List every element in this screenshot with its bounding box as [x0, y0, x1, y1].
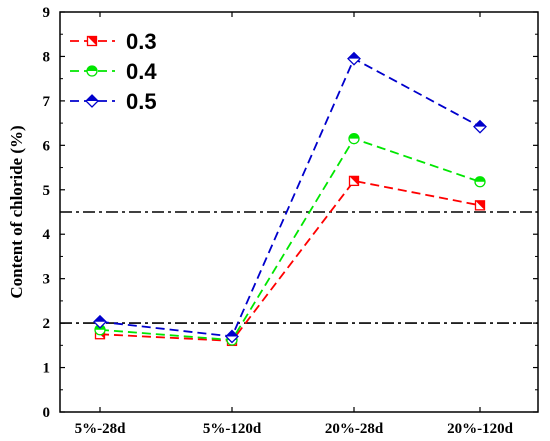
- y-axis-ticks: 0 1 2 3 4 5 6 7 8 9: [43, 5, 538, 421]
- y-tick-label: 1: [43, 361, 51, 377]
- x-tick-label: 20%-28d: [325, 421, 384, 437]
- x-tick-label: 20%-120d: [447, 421, 513, 437]
- data-point: [85, 94, 99, 108]
- data-point: [86, 65, 98, 77]
- data-point: [347, 51, 361, 66]
- y-axis-label: Content of chloride (%): [7, 125, 26, 298]
- legend-label: 0.3: [126, 29, 157, 54]
- series-layer: [93, 51, 487, 347]
- legend-label: 0.5: [126, 89, 157, 114]
- y-tick-label: 2: [43, 316, 51, 332]
- data-point: [474, 200, 486, 211]
- series-line: [99, 179, 481, 342]
- reference-lines: [60, 211, 538, 324]
- y-tick-label: 8: [43, 49, 51, 65]
- data-point: [86, 35, 98, 47]
- legend: 0.3 0.4 0.5: [70, 29, 157, 114]
- x-tick-label: 5%-120d: [203, 421, 262, 437]
- data-point: [93, 314, 107, 329]
- y-tick-label: 7: [43, 94, 51, 110]
- x-axis-ticks: 5%-28d 5%-120d 20%-28d 20%-120d: [75, 12, 514, 437]
- data-point: [225, 329, 239, 344]
- series-line: [99, 57, 481, 338]
- y-tick-label: 4: [43, 227, 51, 243]
- data-point: [473, 119, 487, 134]
- y-tick-label: 5: [43, 183, 51, 199]
- y-tick-label: 9: [43, 5, 51, 21]
- data-point: [348, 175, 360, 187]
- x-tick-label: 5%-28d: [75, 421, 126, 437]
- y-tick-label: 3: [43, 272, 51, 288]
- y-tick-label: 6: [43, 138, 51, 154]
- legend-label: 0.4: [126, 59, 157, 84]
- data-point: [474, 176, 486, 188]
- series-line: [99, 137, 481, 341]
- data-point: [348, 133, 360, 145]
- y-tick-label: 0: [43, 405, 51, 421]
